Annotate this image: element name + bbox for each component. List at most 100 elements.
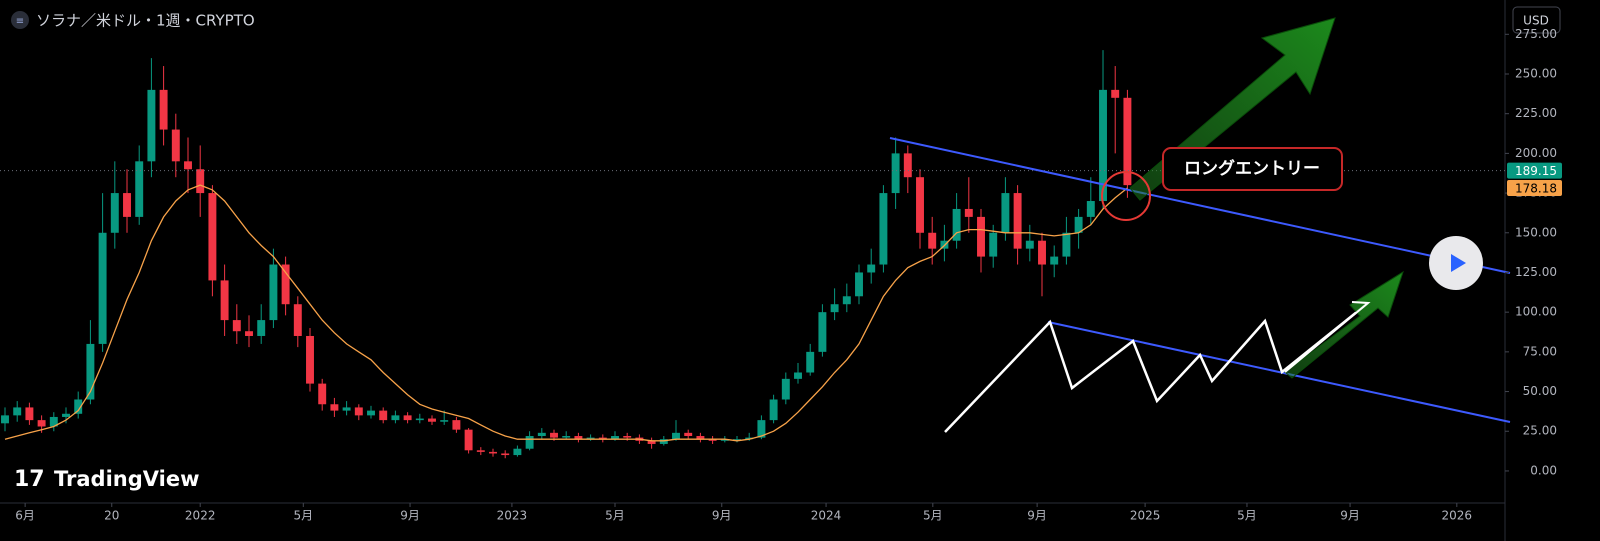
candle-body <box>1111 89 1120 98</box>
candle-body <box>1001 193 1010 233</box>
candle-body <box>537 432 546 437</box>
candle-body <box>1050 256 1059 265</box>
candle-body <box>489 451 497 454</box>
candle-body <box>342 407 351 411</box>
y-tick-label: 100.00 <box>1515 305 1557 319</box>
candle-body <box>98 232 107 344</box>
candle-body <box>196 169 205 194</box>
zigzag <box>944 302 1369 433</box>
last-price-label: 189.15 <box>1515 164 1557 178</box>
logo-mark: 17 <box>14 467 45 492</box>
candle-body <box>354 407 363 416</box>
candle-body <box>269 264 278 321</box>
candle-body <box>964 208 973 217</box>
candle-body <box>306 335 314 384</box>
candle-body <box>586 437 595 440</box>
x-tick-label: 9月 <box>1340 509 1360 523</box>
candle-body <box>476 450 485 452</box>
x-tick-label: 6月 <box>15 509 35 523</box>
x-tick-label: 5月 <box>293 509 313 523</box>
candle-body <box>49 416 58 427</box>
candle-body <box>818 312 827 352</box>
candle-body <box>598 437 607 440</box>
annotation-text: ロングエントリー <box>1184 158 1320 179</box>
candle-body <box>293 304 302 336</box>
currency-button[interactable] <box>1512 6 1561 34</box>
plot-area <box>0 50 1505 459</box>
candle-body <box>623 436 632 438</box>
candle-body <box>1123 97 1132 186</box>
x-tick-label: 9月 <box>712 509 732 523</box>
x-tick-label: 2023 <box>497 509 528 523</box>
y-tick-label: 75.00 <box>1523 344 1557 358</box>
highlight-circle <box>1101 171 1151 221</box>
candle-body <box>110 193 119 233</box>
candle-body <box>74 399 83 414</box>
candle-body <box>952 208 961 241</box>
y-tick-label: 125.00 <box>1515 265 1557 279</box>
candle-body <box>977 216 985 257</box>
candle-body <box>232 320 241 332</box>
candle-body <box>855 272 863 297</box>
arrow-line <box>1284 301 1371 373</box>
candle-body <box>379 410 388 421</box>
candle-body <box>916 177 924 233</box>
y-tick-label: 150.00 <box>1515 225 1557 239</box>
candle-body <box>794 372 802 379</box>
candle-body <box>891 153 900 194</box>
candle-body <box>806 351 815 373</box>
x-tick-label: 2026 <box>1442 509 1473 523</box>
candle-body <box>501 453 510 456</box>
candle-body <box>550 432 558 438</box>
arrow <box>1284 270 1404 379</box>
candle-body <box>720 439 729 441</box>
candle-body <box>733 439 741 441</box>
x-tick-label: 2022 <box>185 509 216 523</box>
currency-label: USD <box>1523 14 1549 28</box>
candle-body <box>1086 201 1095 217</box>
candle-body <box>184 161 192 170</box>
x-tick-label: 9月 <box>1027 509 1047 523</box>
y-tick-label: 275.00 <box>1515 27 1557 41</box>
candle-body <box>574 436 583 440</box>
candle-body <box>123 193 131 217</box>
candle-body <box>525 436 534 449</box>
ma-price-tag <box>1507 180 1562 197</box>
y-tick-label: 50.00 <box>1523 384 1557 398</box>
x-tick-label: 2025 <box>1130 509 1161 523</box>
candle-body <box>37 420 46 427</box>
candle-body <box>513 448 522 456</box>
candle-body <box>757 420 766 438</box>
y-tick-label: 0.00 <box>1530 463 1557 477</box>
candle-body <box>1074 216 1083 233</box>
candle-body <box>13 407 22 416</box>
candle-body <box>745 437 754 440</box>
candle-body <box>903 153 912 178</box>
candle-body <box>696 436 705 440</box>
candle-body <box>415 418 424 421</box>
y-tick-label: 250.00 <box>1515 66 1557 80</box>
candle-body <box>440 420 449 422</box>
x-tick-label: 5月 <box>605 509 625 523</box>
candle-body <box>989 232 998 257</box>
trend-line <box>1047 321 1511 423</box>
candle-body <box>1025 240 1034 249</box>
candle-body <box>208 193 217 281</box>
candle-body <box>25 407 34 421</box>
candle-body <box>318 383 327 405</box>
annotation-box <box>1162 147 1343 191</box>
candle-body <box>86 343 95 400</box>
candle-body <box>659 439 668 444</box>
candle-body <box>245 331 253 336</box>
candle-body <box>428 418 436 422</box>
candle-body <box>684 432 693 437</box>
x-tick-label: 5月 <box>923 509 943 523</box>
candle-body <box>171 129 180 162</box>
ma-price-label: 178.18 <box>1515 182 1557 196</box>
candle-body <box>1038 240 1046 265</box>
candle-body <box>672 432 680 440</box>
candle-body <box>781 378 790 400</box>
x-tick-label: 5月 <box>1237 509 1257 523</box>
candle-body <box>367 410 375 416</box>
